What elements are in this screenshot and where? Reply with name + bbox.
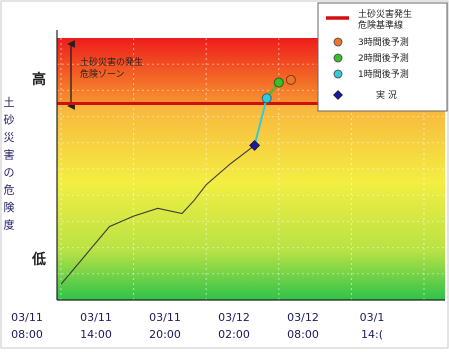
legend-forecast-swatch	[333, 37, 343, 47]
y-low-label: 低	[31, 251, 46, 268]
y-axis-label-char: 度	[4, 218, 15, 232]
forecast-point-1h	[261, 93, 272, 104]
x-tick-time: 08:00	[11, 328, 43, 341]
forecast-segment-1h	[253, 98, 268, 146]
observed-point-latest	[249, 139, 261, 151]
forecast-point-3h	[285, 74, 296, 85]
x-tick-time: 08:00	[287, 328, 319, 341]
legend-threshold-label-2: 危険基準線	[358, 19, 403, 31]
y-axis-label-char: 災	[4, 131, 15, 144]
x-tick-date: 03/1	[360, 311, 385, 324]
legend-forecast-swatch	[333, 53, 343, 63]
x-tick-time: 14:(	[361, 328, 383, 341]
observed-line	[60, 144, 255, 285]
legend-forecast-label: 1時間後予測	[358, 68, 409, 80]
legend-forecast-label: 2時間後予測	[358, 52, 409, 64]
y-high-label: 高	[32, 71, 46, 88]
safe-area	[57, 103, 445, 300]
y-axis-label-char: の	[4, 166, 15, 179]
legend-forecast-swatch	[333, 69, 343, 79]
x-tick-date: 03/12	[287, 311, 319, 324]
legend-threshold-label-1: 土砂災害発生	[358, 8, 412, 20]
x-tick-date: 03/11	[80, 311, 112, 324]
forecast-point-2h	[273, 77, 284, 88]
legend-forecast-label: 3時間後予測	[358, 36, 409, 48]
x-tick-date: 03/11	[11, 311, 43, 324]
x-tick-time: 14:00	[80, 328, 112, 341]
y-axis-label-char: 土	[4, 96, 15, 109]
x-tick-time: 20:00	[149, 328, 181, 341]
y-axis-label-char: 険	[4, 201, 15, 214]
y-axis-label-char: 危	[4, 184, 15, 197]
x-tick-date: 03/11	[149, 311, 181, 324]
legend-observed-label: 実 況	[376, 89, 397, 101]
zone-label-line2: 危険ゾーン	[80, 68, 125, 80]
x-tick-time: 02:00	[218, 328, 250, 341]
zone-label-line1: 土砂災害の発生	[80, 56, 143, 68]
legend-observed-swatch	[333, 90, 343, 100]
grid	[57, 38, 445, 300]
x-tick-labels: 03/11 08:00 03/11 14:00 03/11 20:00 03/12 02:00…	[11, 311, 384, 341]
series-group	[60, 74, 296, 285]
x-tick-date: 03/12	[218, 311, 250, 324]
y-axis-label-char: 砂	[4, 114, 15, 127]
y-axis-label-char: 害	[4, 148, 15, 162]
